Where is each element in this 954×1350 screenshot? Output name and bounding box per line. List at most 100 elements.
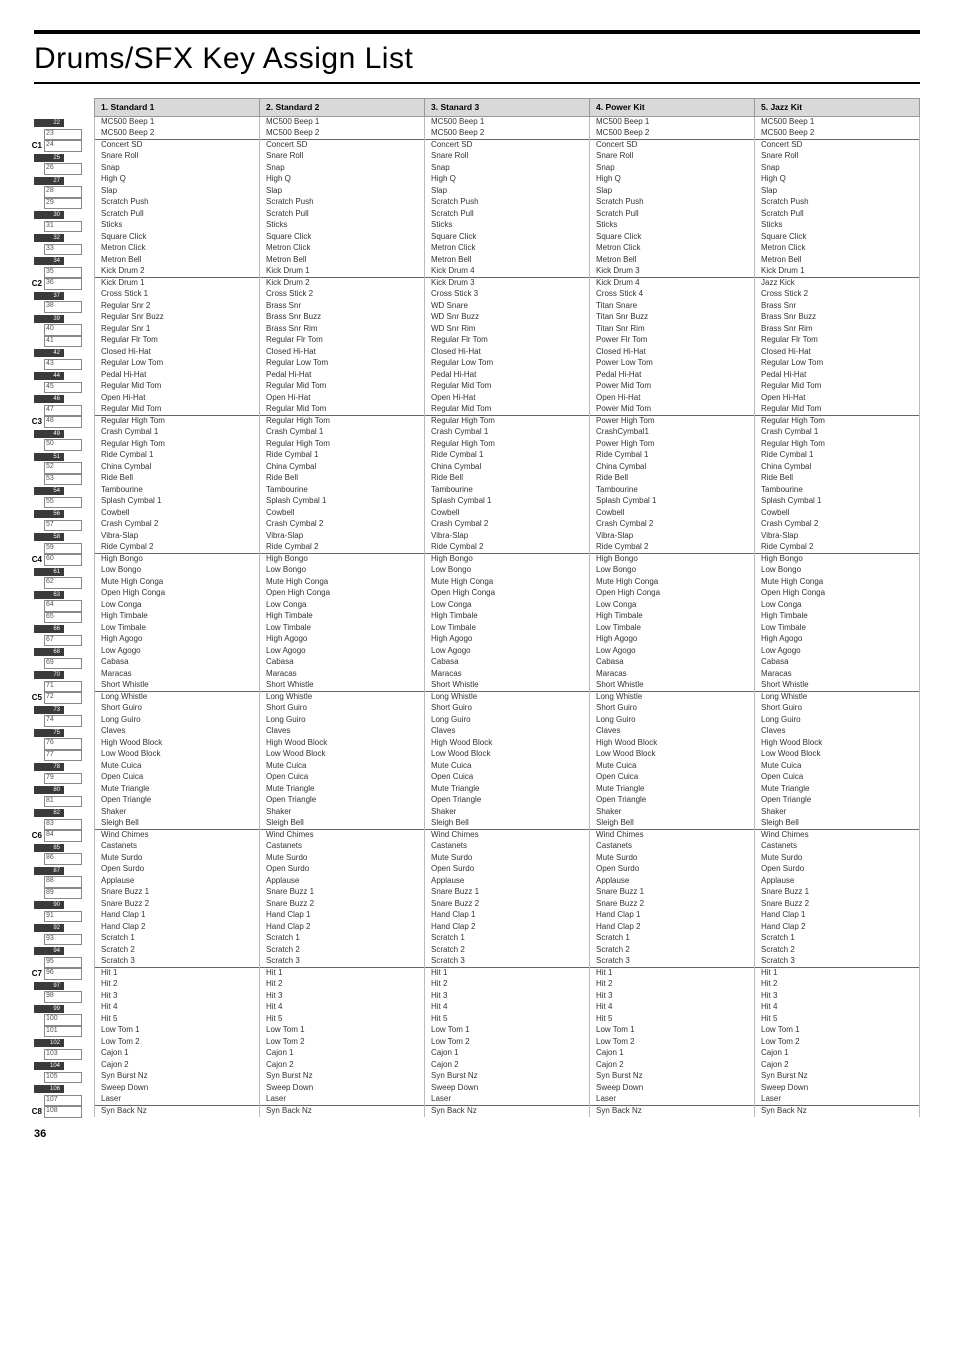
table-cell: Closed Hi-Hat bbox=[95, 346, 260, 358]
table-cell: Castanets bbox=[590, 841, 755, 853]
key-number: 100 bbox=[46, 1015, 58, 1022]
key-number: 31 bbox=[46, 222, 54, 229]
table-cell: Sleigh Bell bbox=[260, 818, 425, 830]
table-cell: Short Whistle bbox=[425, 680, 590, 692]
table-row: ApplauseApplauseApplauseApplauseApplause bbox=[95, 875, 920, 887]
table-cell: Mute Triangle bbox=[590, 783, 755, 795]
key-number: 103 bbox=[46, 1050, 58, 1057]
table-cell: Mute Triangle bbox=[755, 783, 920, 795]
table-cell: Short Whistle bbox=[260, 680, 425, 692]
table-cell: Hand Clap 1 bbox=[590, 910, 755, 922]
table-cell: Sleigh Bell bbox=[755, 818, 920, 830]
table-cell: Mute High Conga bbox=[425, 576, 590, 588]
table-cell: High Timbale bbox=[95, 611, 260, 623]
table-cell: Open High Conga bbox=[755, 588, 920, 600]
octave-label: C8 bbox=[28, 1107, 42, 1116]
table-cell: Short Guiro bbox=[425, 703, 590, 715]
octave-label: C5 bbox=[28, 693, 42, 702]
table-cell: Titan Snr Rim bbox=[590, 323, 755, 335]
table-cell: Crash Cymbal 1 bbox=[425, 427, 590, 439]
key-number: 36 bbox=[46, 279, 54, 286]
white-key: 101 bbox=[34, 1026, 94, 1038]
table-cell: Kick Drum 4 bbox=[590, 277, 755, 289]
table-cell: Hand Clap 2 bbox=[260, 921, 425, 933]
table-cell: Crash Cymbal 1 bbox=[755, 427, 920, 439]
table-cell: Regular High Tom bbox=[425, 415, 590, 427]
table-cell: Shaker bbox=[260, 806, 425, 818]
table-row: Low CongaLow CongaLow CongaLow CongaLow … bbox=[95, 599, 920, 611]
table-cell: Low Tom 1 bbox=[590, 1025, 755, 1037]
table-cell: Square Click bbox=[95, 231, 260, 243]
white-key: C796 bbox=[34, 968, 94, 980]
white-key: 76 bbox=[34, 738, 94, 750]
table-row: Crash Cymbal 2Crash Cymbal 2Crash Cymbal… bbox=[95, 519, 920, 531]
key-number: 62 bbox=[46, 578, 54, 585]
table-cell: Ride Bell bbox=[260, 473, 425, 485]
table-cell: Short Guiro bbox=[95, 703, 260, 715]
white-key: 35 bbox=[34, 267, 94, 279]
key-number: 64 bbox=[46, 601, 54, 608]
table-cell: Metron Click bbox=[425, 243, 590, 255]
table-row: High TimbaleHigh TimbaleHigh TimbaleHigh… bbox=[95, 611, 920, 623]
table-cell: Metron Click bbox=[590, 243, 755, 255]
black-key: 73 bbox=[34, 704, 94, 716]
table-cell: Cross Stick 2 bbox=[755, 289, 920, 301]
octave-label: C1 bbox=[28, 141, 42, 150]
table-row: Concert SDConcert SDConcert SDConcert SD… bbox=[95, 139, 920, 151]
table-cell: Cajon 1 bbox=[260, 1048, 425, 1060]
table-cell: Scratch 2 bbox=[260, 944, 425, 956]
table-cell: Metron Click bbox=[755, 243, 920, 255]
table-cell: Ride Cymbal 2 bbox=[425, 542, 590, 554]
table-cell: Mute Triangle bbox=[425, 783, 590, 795]
table-cell: Mute Cuica bbox=[425, 760, 590, 772]
key-number: 68 bbox=[53, 649, 60, 655]
table-cell: Brass Snr bbox=[260, 300, 425, 312]
table-cell: Open Surdo bbox=[95, 864, 260, 876]
key-number: 73 bbox=[53, 707, 60, 713]
table-row: Regular Mid TomRegular Mid TomRegular Mi… bbox=[95, 381, 920, 393]
table-row: Short GuiroShort GuiroShort GuiroShort G… bbox=[95, 703, 920, 715]
black-key: 56 bbox=[34, 508, 94, 520]
table-cell: Mute Surdo bbox=[590, 852, 755, 864]
table-cell: Ride Cymbal 1 bbox=[425, 450, 590, 462]
table-cell: MC500 Beep 1 bbox=[260, 116, 425, 128]
table-cell: Titan Snr Buzz bbox=[590, 312, 755, 324]
table-row: Long GuiroLong GuiroLong GuiroLong Guiro… bbox=[95, 714, 920, 726]
table-cell: Applause bbox=[260, 875, 425, 887]
table-cell: Ride Cymbal 1 bbox=[755, 450, 920, 462]
table-cell: Hit 5 bbox=[260, 1013, 425, 1025]
table-cell: Cajon 1 bbox=[755, 1048, 920, 1060]
table-cell: Mute Cuica bbox=[260, 760, 425, 772]
table-cell: Regular Mid Tom bbox=[260, 404, 425, 416]
key-number: 30 bbox=[53, 212, 60, 218]
table-cell: Snap bbox=[590, 162, 755, 174]
table-cell: Brass Snr Buzz bbox=[755, 312, 920, 324]
page-title: Drums/SFX Key Assign List bbox=[34, 42, 920, 76]
table-cell: Kick Drum 4 bbox=[425, 266, 590, 278]
column-header: 2. Standard 2 bbox=[260, 99, 425, 117]
table-row: Low AgogoLow AgogoLow AgogoLow AgogoLow … bbox=[95, 645, 920, 657]
table-cell: Hand Clap 1 bbox=[260, 910, 425, 922]
table-cell: Regular Mid Tom bbox=[425, 404, 590, 416]
table-cell: Regular Flr Tom bbox=[95, 335, 260, 347]
table-cell: Snap bbox=[260, 162, 425, 174]
table-cell: Open Triangle bbox=[590, 795, 755, 807]
octave-label: C3 bbox=[28, 417, 42, 426]
table-cell: Concert SD bbox=[260, 139, 425, 151]
table-cell: Slap bbox=[425, 185, 590, 197]
key-number: 26 bbox=[46, 164, 54, 171]
table-cell: Ride Bell bbox=[425, 473, 590, 485]
table-cell: Cajon 1 bbox=[425, 1048, 590, 1060]
table-cell: Kick Drum 3 bbox=[590, 266, 755, 278]
table-cell: Syn Burst Nz bbox=[425, 1071, 590, 1083]
table-cell: Regular Snr 2 bbox=[95, 300, 260, 312]
black-key: 42 bbox=[34, 347, 94, 359]
table-cell: Square Click bbox=[590, 231, 755, 243]
table-row: High Wood BlockHigh Wood BlockHigh Wood … bbox=[95, 737, 920, 749]
table-cell: Regular High Tom bbox=[755, 438, 920, 450]
table-cell: Scratch Pull bbox=[95, 208, 260, 220]
table-cell: Tambourine bbox=[260, 484, 425, 496]
white-key: 107 bbox=[34, 1095, 94, 1107]
table-cell: Brass Snr Buzz bbox=[260, 312, 425, 324]
table-row: Mute SurdoMute SurdoMute SurdoMute Surdo… bbox=[95, 852, 920, 864]
